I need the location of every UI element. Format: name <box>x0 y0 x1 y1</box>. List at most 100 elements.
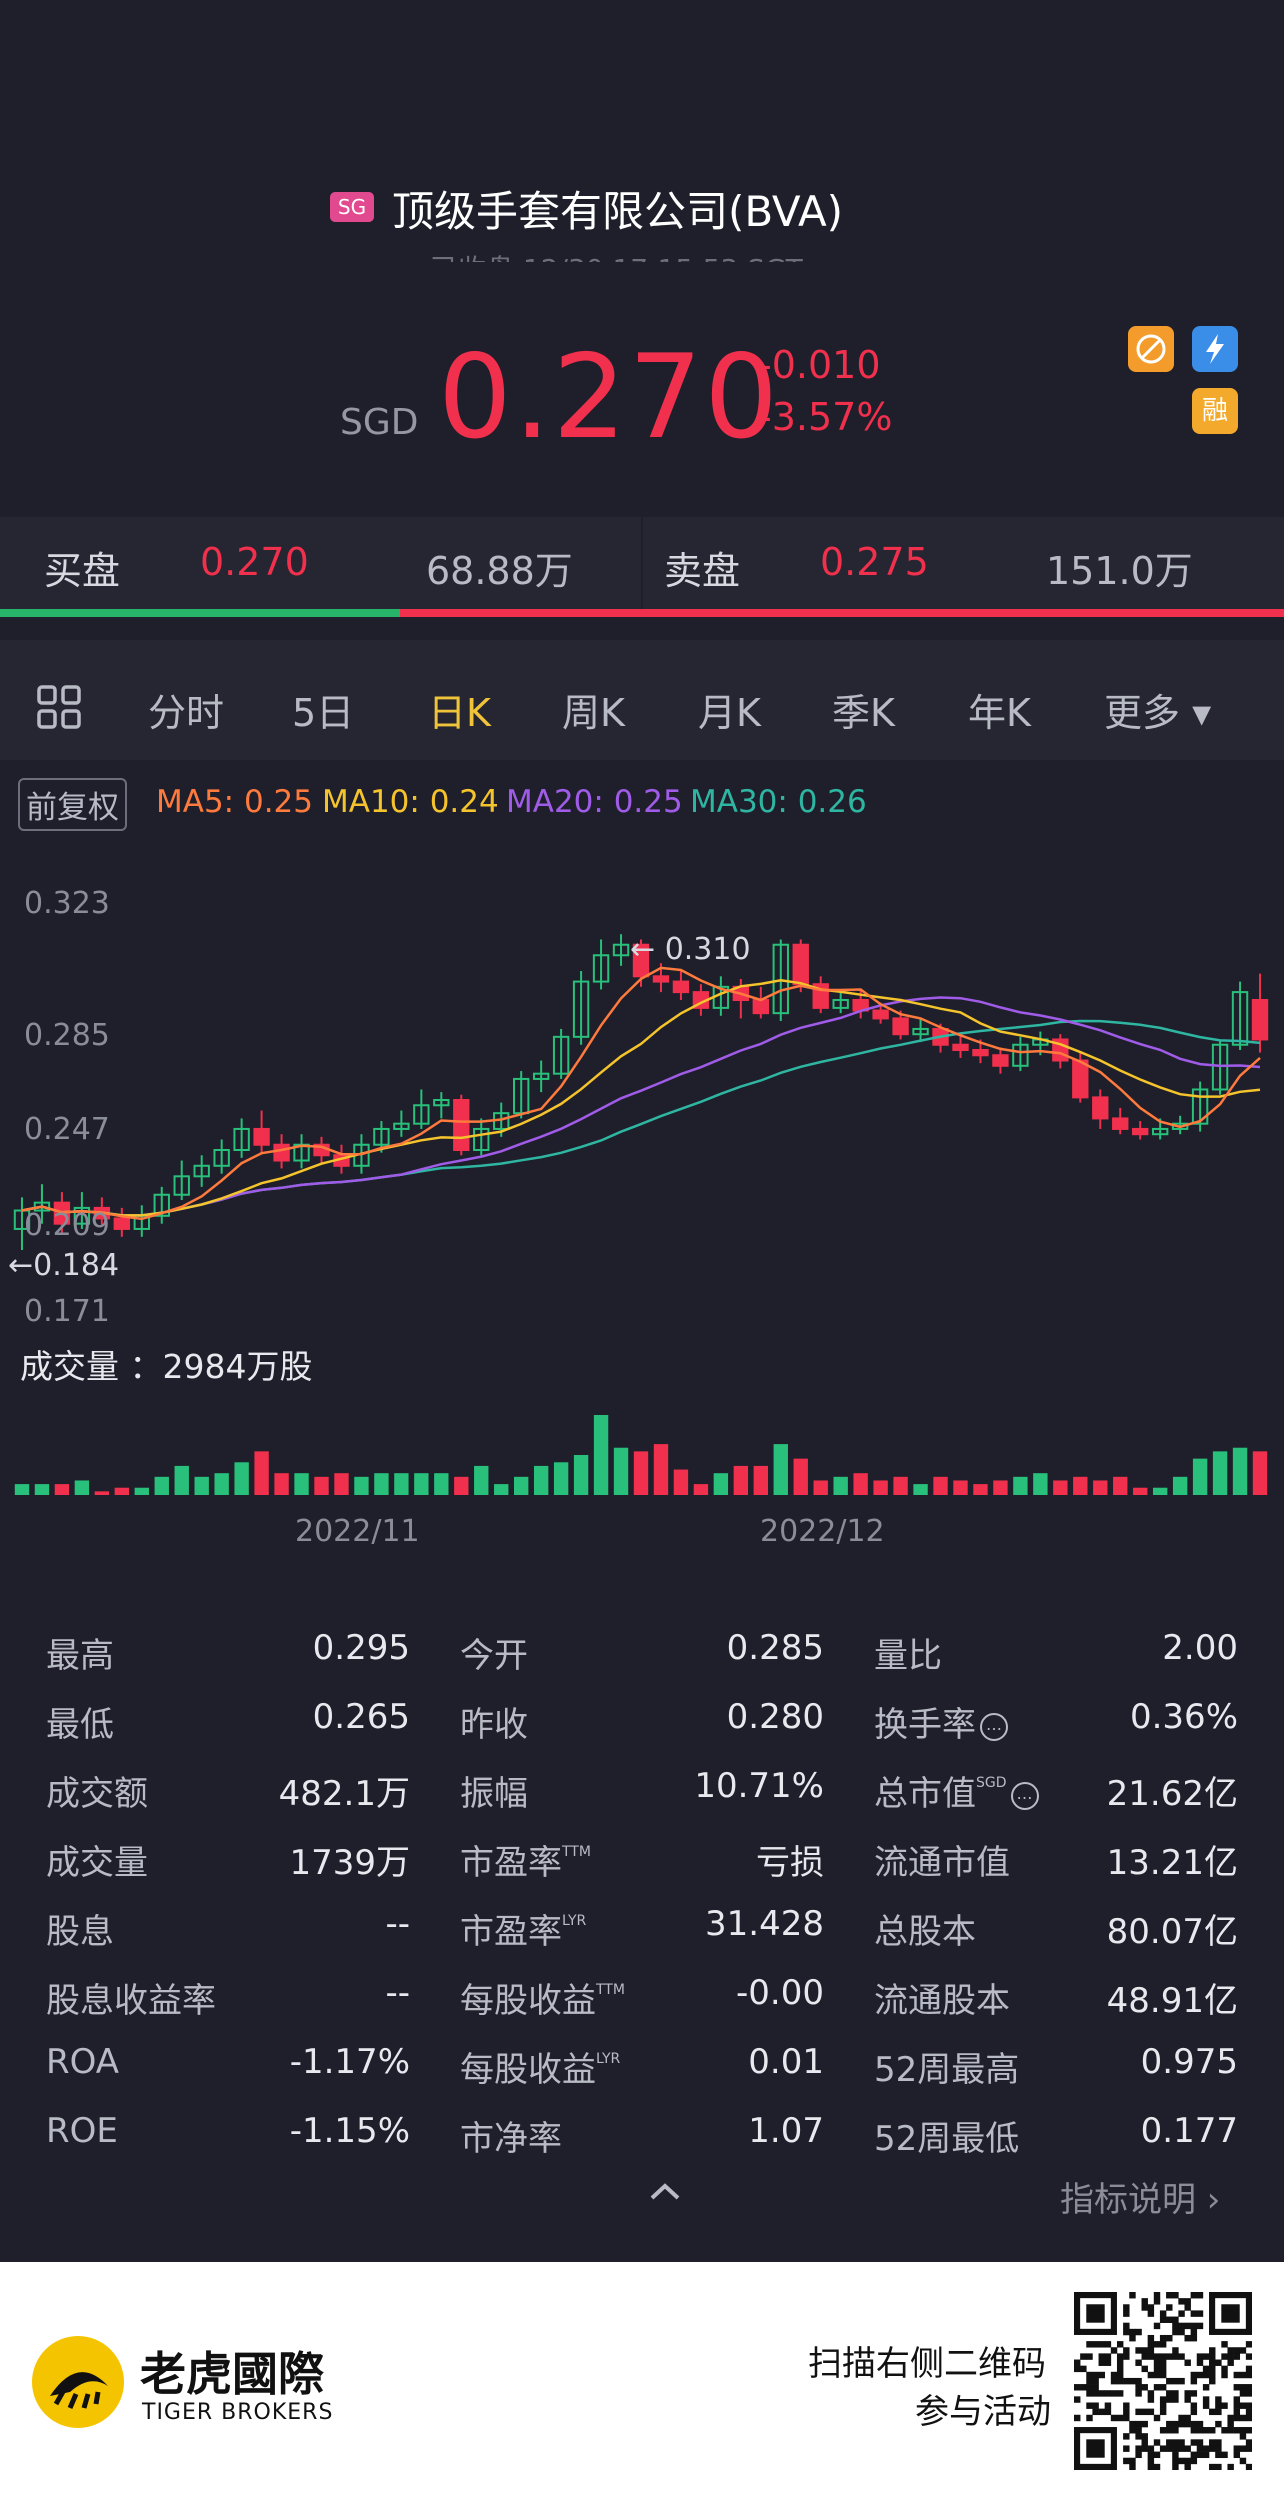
candle[interactable] <box>1191 1088 1209 1125</box>
candle[interactable] <box>193 1164 210 1178</box>
candle[interactable] <box>992 1054 1009 1067</box>
qr-module <box>1153 2359 1161 2366</box>
candle[interactable] <box>792 943 809 986</box>
candle[interactable] <box>872 1009 889 1020</box>
candle[interactable] <box>1151 1127 1169 1136</box>
stat-value: -1.15% <box>289 2111 410 2151</box>
stock-title: 顶级手套有限公司(BVA) <box>392 187 844 236</box>
qr-module <box>1153 2439 1161 2446</box>
candle[interactable] <box>473 1127 490 1151</box>
candle[interactable] <box>652 975 670 983</box>
margin-icon[interactable]: 融 <box>1192 388 1238 434</box>
stat-label: 流通市值 <box>874 1843 1010 1883</box>
candle[interactable] <box>572 980 590 1038</box>
candle[interactable] <box>552 1035 570 1075</box>
qr-module <box>1202 2384 1210 2391</box>
candle[interactable] <box>1112 1117 1129 1130</box>
no-short-icon[interactable] <box>1128 326 1174 372</box>
candle[interactable] <box>173 1175 190 1196</box>
candle[interactable] <box>532 1072 550 1080</box>
candle[interactable] <box>1072 1059 1089 1099</box>
qr-module <box>1190 2377 1198 2385</box>
candle[interactable] <box>912 1027 929 1036</box>
lightning-icon[interactable] <box>1192 326 1238 372</box>
qr-module <box>1147 2353 1155 2360</box>
candle[interactable] <box>433 1099 450 1107</box>
tab-yearly-k[interactable]: 年K <box>968 691 1031 735</box>
qr-module <box>1172 2445 1179 2452</box>
candle[interactable] <box>73 1206 91 1225</box>
candle[interactable] <box>1092 1096 1109 1120</box>
tab-quarterly-k[interactable]: 季K <box>832 691 895 735</box>
candle[interactable] <box>233 1127 250 1151</box>
qr-module <box>1116 2390 1124 2397</box>
candle[interactable] <box>1012 1043 1029 1067</box>
candle[interactable] <box>832 999 849 1009</box>
adjust-toggle[interactable]: 前复权 <box>18 778 127 831</box>
qr-module <box>1178 2322 1185 2330</box>
candle[interactable] <box>413 1104 430 1125</box>
ma5-line <box>21 966 1261 1221</box>
qr-module <box>1233 2451 1241 2459</box>
candle[interactable] <box>373 1127 390 1146</box>
volume-bar <box>214 1473 229 1495</box>
collapse-chevron-icon[interactable] <box>648 2180 682 2206</box>
tab-more[interactable]: 更多 ▾ <box>1104 691 1212 735</box>
qr-module <box>1178 2310 1185 2317</box>
volume-bar <box>693 1484 709 1495</box>
candle[interactable] <box>253 1127 270 1146</box>
qr-module <box>1209 2377 1216 2385</box>
candle[interactable] <box>592 954 610 983</box>
candle[interactable] <box>33 1201 51 1212</box>
ask-label: 卖盘 <box>664 549 741 593</box>
candle[interactable] <box>113 1217 131 1230</box>
qr-module <box>1184 2304 1191 2311</box>
candle[interactable] <box>972 1049 989 1057</box>
candle[interactable] <box>672 980 690 994</box>
candle[interactable] <box>1251 999 1269 1041</box>
candle[interactable] <box>13 1209 31 1230</box>
candle[interactable] <box>892 1017 909 1036</box>
grid-icon[interactable] <box>36 684 82 734</box>
tab-intraday[interactable]: 分时 <box>148 691 225 735</box>
stats-panel <box>0 1600 1284 2240</box>
qr-code[interactable] <box>1074 2292 1252 2470</box>
candle[interactable] <box>952 1043 969 1052</box>
qr-module <box>1184 2457 1191 2465</box>
candle[interactable] <box>1211 1043 1229 1091</box>
candle[interactable] <box>153 1193 170 1217</box>
candle[interactable] <box>213 1149 230 1167</box>
qr-module <box>1104 2353 1112 2360</box>
stat-label: 每股收益TTM <box>460 1981 625 2021</box>
bid-volume: 68.88万 <box>426 549 573 593</box>
qr-module <box>1159 2365 1167 2373</box>
candle[interactable] <box>1132 1127 1149 1136</box>
indicator-explain-link[interactable]: 指标说明 › <box>1060 2180 1221 2220</box>
candle[interactable] <box>1171 1122 1189 1130</box>
qr-module <box>1123 2414 1130 2422</box>
qr-module <box>1227 2359 1234 2366</box>
qr-module <box>1074 2414 1081 2422</box>
tab-weekly-k[interactable]: 周K <box>562 691 625 735</box>
candle[interactable] <box>632 943 650 978</box>
tab-5day[interactable]: 5日 <box>292 691 355 735</box>
candle[interactable] <box>752 999 769 1015</box>
candle[interactable] <box>772 943 789 1015</box>
candle[interactable] <box>453 1099 470 1151</box>
candle[interactable] <box>393 1122 410 1130</box>
info-icon[interactable]: … <box>980 1712 1008 1741</box>
tab-daily-k[interactable]: 日K <box>428 691 491 735</box>
qr-module <box>1190 2451 1198 2459</box>
candle[interactable] <box>273 1143 290 1162</box>
qr-module <box>1123 2310 1130 2317</box>
stat-label: 量比 <box>874 1636 942 1676</box>
candle[interactable] <box>612 943 630 957</box>
qr-module <box>1215 2359 1222 2366</box>
candlestick-chart[interactable] <box>0 860 1284 1520</box>
qr-module <box>1086 2377 1093 2385</box>
tab-monthly-k[interactable]: 月K <box>698 691 761 735</box>
candle[interactable] <box>1231 991 1249 1046</box>
info-icon[interactable]: … <box>1010 1781 1039 1810</box>
volume-label: 成交量 ：2984万股 <box>20 1347 313 1386</box>
qr-module <box>1178 2298 1185 2305</box>
